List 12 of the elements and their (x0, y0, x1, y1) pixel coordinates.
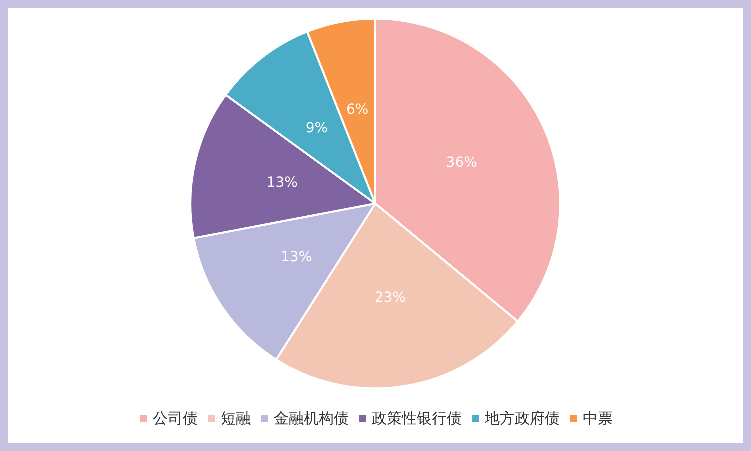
legend-label: 金融机构债 (274, 410, 349, 428)
data-label: 36% (446, 155, 478, 172)
data-label: 13% (281, 249, 312, 266)
data-label: 6% (346, 102, 369, 118)
legend-label: 公司债 (153, 410, 198, 428)
data-label: 9% (306, 120, 328, 136)
data-label: 23% (374, 290, 406, 306)
legend-label: 地方政府债 (484, 410, 560, 428)
data-label: 13% (266, 174, 298, 191)
legend-label: 短融 (221, 410, 251, 428)
legend-label: 中票 (583, 410, 613, 428)
legend-label: 政策性银行债 (372, 410, 462, 428)
